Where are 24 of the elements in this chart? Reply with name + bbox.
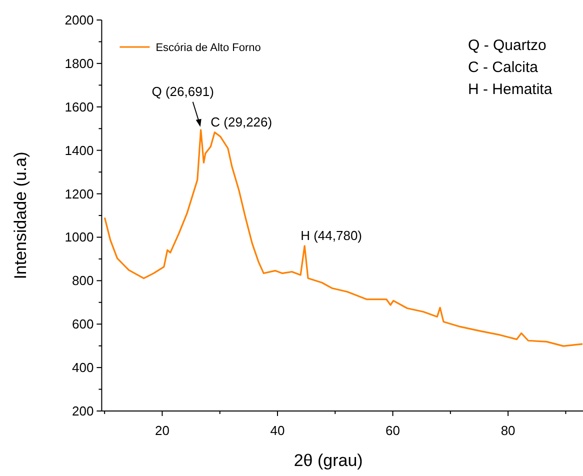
y-tick-label: 1000 [64, 230, 94, 245]
annotation: H - Hematita [468, 81, 553, 98]
x-tick-label: 20 [154, 423, 170, 438]
line-series [104, 129, 583, 347]
y-tick-label: 1400 [64, 142, 94, 158]
annotation: Q (26,691) [152, 84, 214, 99]
y-tick-label: 200 [72, 404, 94, 418]
annotation: C (29,226) [210, 114, 272, 130]
y-tick-label: 2000 [64, 12, 94, 28]
y-tick-label: 400 [72, 360, 94, 376]
x-axis-title: 2θ (grau) [294, 451, 363, 470]
y-tick-label: 1200 [64, 186, 94, 202]
annotation: Q - Quartzo [468, 37, 546, 54]
x-tick-label: 40 [270, 423, 285, 438]
legend-label: Escória de Alto Forno [156, 42, 261, 54]
y-tick-label: 1800 [64, 56, 94, 71]
x-tick-label: 80 [500, 423, 516, 438]
annotation: C - Calcita [468, 59, 539, 76]
y-tick-label: 600 [72, 316, 94, 332]
y-tick-label: 800 [72, 273, 94, 288]
y-axis-title: Intensidade (u.a) [11, 152, 30, 280]
y-tick-label: 1600 [64, 99, 94, 114]
x-tick-label: 60 [386, 423, 400, 438]
annotation: H (44,780) [300, 228, 362, 243]
